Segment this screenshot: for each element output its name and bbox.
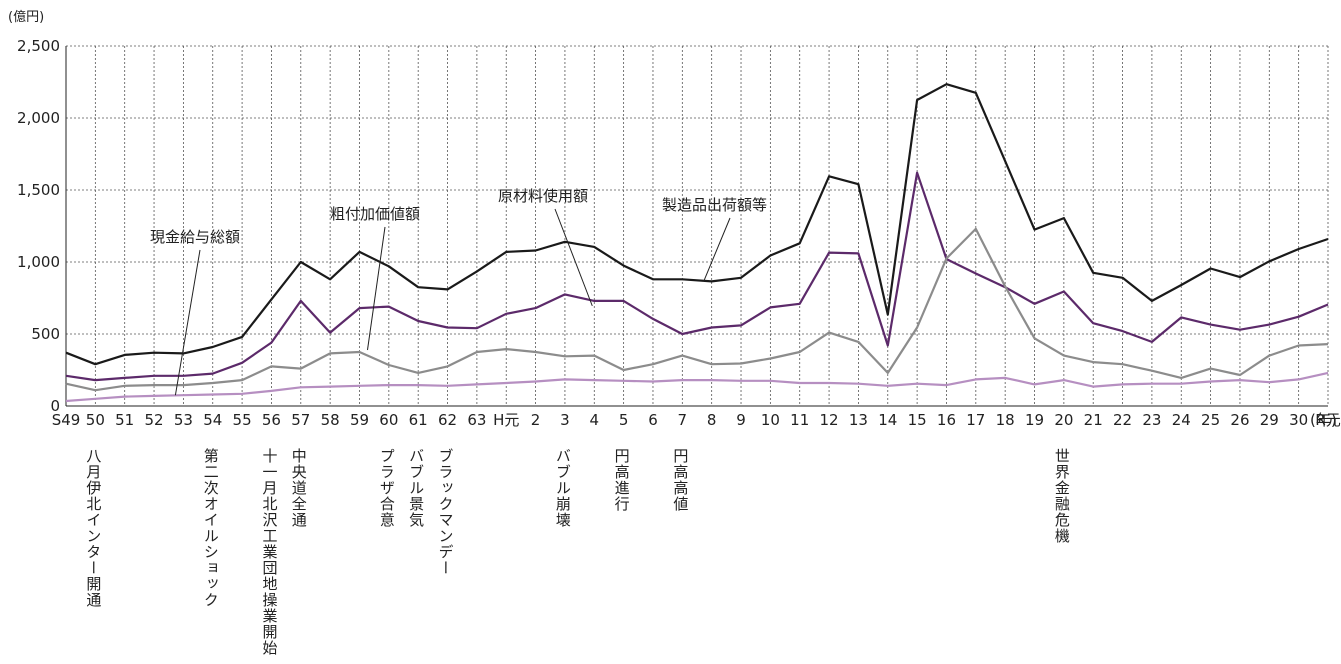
x-tick-label: 59 xyxy=(350,411,369,429)
x-axis-ticks: S49 50 51 52 53 54 55 56 57 58 59 60 61 62 63 H元 2 3 4 5 6 7 8… xyxy=(52,411,1341,429)
x-tick-label: 22 xyxy=(1113,411,1132,429)
event-label: バブル景気 xyxy=(407,448,425,528)
x-tick-label: 16 xyxy=(937,411,956,429)
x-tick-label: 25 xyxy=(1201,411,1220,429)
annotation-label: 粗付加価値額 xyxy=(330,205,420,223)
series-line xyxy=(65,371,1329,403)
x-tick-label: 57 xyxy=(291,411,310,429)
x-tick-label: 9 xyxy=(736,411,746,429)
grid xyxy=(65,45,1329,407)
y-tick-label: 500 xyxy=(31,325,60,343)
x-tick-label: 15 xyxy=(908,411,927,429)
x-tick-label: 62 xyxy=(438,411,457,429)
x-tick-label: 12 xyxy=(820,411,839,429)
x-tick-label: 21 xyxy=(1084,411,1103,429)
event-label: 円高進行 xyxy=(613,448,631,512)
annotation-label: 製造品出荷額等 xyxy=(662,196,767,214)
series-annotations: 現金給与総額 粗付加価値額 原材料使用額製造品出荷額等 xyxy=(150,187,767,396)
x-tick-label: 2 xyxy=(531,411,541,429)
x-tick-label: 4 xyxy=(590,411,600,429)
y-tick-label: 1,000 xyxy=(17,253,60,271)
event-label: 中央道全通 xyxy=(290,448,308,528)
x-tick-label: 5 xyxy=(619,411,629,429)
series-line xyxy=(65,227,1329,392)
x-tick-label: S49 xyxy=(52,411,81,429)
series-line xyxy=(65,171,1329,382)
x-tick-label: 26 xyxy=(1230,411,1249,429)
x-tick-label: 56 xyxy=(262,411,281,429)
y-tick-label: 2,500 xyxy=(17,37,60,55)
event-label: バブル崩壊 xyxy=(554,448,572,528)
event-label: プラザ合意 xyxy=(378,448,396,528)
event-label: 円高高値 xyxy=(671,448,689,512)
x-tick-label: 7 xyxy=(678,411,688,429)
x-tick-label: 53 xyxy=(174,411,193,429)
event-label: 第二次オイルショック xyxy=(202,447,220,608)
x-tick-label: 11 xyxy=(790,411,809,429)
x-tick-label: 51 xyxy=(115,411,134,429)
annotation-label: 現金給与総額 xyxy=(150,228,240,246)
x-tick-label: 17 xyxy=(966,411,985,429)
annotation-leader-line xyxy=(366,226,386,351)
series-line xyxy=(65,83,1329,366)
x-tick-label: 18 xyxy=(996,411,1015,429)
y-axis-unit-label: (億円) xyxy=(8,9,44,25)
event-labels: 八月伊北インター開通 第二次オイルショック 十一月北沢工業団地操業開始 中央道全通 プラ… xyxy=(84,447,1071,656)
x-tick-label: 54 xyxy=(203,411,222,429)
x-tick-label: R元 xyxy=(1315,411,1340,429)
event-label: 十一月北沢工業団地操業開始 xyxy=(260,448,278,656)
x-tick-label: 58 xyxy=(321,411,340,429)
y-tick-label: 0 xyxy=(50,397,60,415)
x-tick-label: 30 xyxy=(1289,411,1308,429)
x-axis-unit-label: (年) xyxy=(1310,411,1337,429)
x-tick-label: 8 xyxy=(707,411,717,429)
x-tick-label: 10 xyxy=(761,411,780,429)
x-tick-label: 50 xyxy=(86,411,105,429)
x-tick-label: 23 xyxy=(1142,411,1161,429)
event-label: 世界金融危機 xyxy=(1053,448,1071,544)
y-axis-ticks: 0 500 1,000 1,500 2,000 2,500 xyxy=(17,37,60,415)
x-tick-label: 29 xyxy=(1260,411,1279,429)
y-tick-label: 2,000 xyxy=(17,109,60,127)
x-tick-label: H元 xyxy=(493,411,519,429)
x-tick-label: 3 xyxy=(560,411,570,429)
x-tick-label: 60 xyxy=(379,411,398,429)
x-tick-label: 6 xyxy=(648,411,658,429)
event-label: 八月伊北インター開通 xyxy=(84,448,102,608)
annotation-leader-line xyxy=(703,217,731,282)
annotation-label: 原材料使用額 xyxy=(498,187,588,205)
x-tick-label: 19 xyxy=(1025,411,1044,429)
x-tick-label: 61 xyxy=(409,411,428,429)
event-label: ブラックマンデー xyxy=(437,448,455,576)
annotation-leader-line xyxy=(174,249,201,396)
x-tick-label: 20 xyxy=(1054,411,1073,429)
x-tick-label: 14 xyxy=(878,411,897,429)
x-tick-label: 52 xyxy=(144,411,163,429)
x-tick-label: 63 xyxy=(467,411,486,429)
y-tick-label: 1,500 xyxy=(17,181,60,199)
annotation-leader-line xyxy=(554,208,593,307)
series-lines xyxy=(65,83,1329,403)
x-tick-label: 13 xyxy=(849,411,868,429)
x-tick-label: 55 xyxy=(233,411,252,429)
x-tick-label: 24 xyxy=(1172,411,1191,429)
